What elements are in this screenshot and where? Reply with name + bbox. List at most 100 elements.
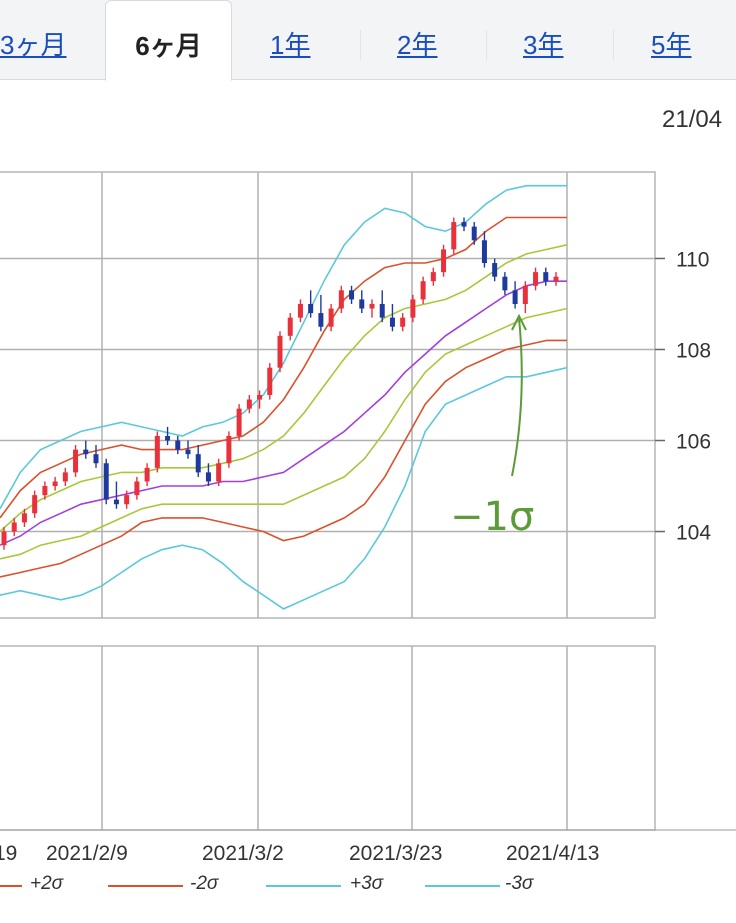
minus-2-sigma-line: [0, 339, 567, 578]
minus-1-sigma-line: [0, 307, 568, 560]
tab-6-months[interactable]: 6ヶ月: [105, 0, 232, 81]
x-tick-label: 2021/3/2: [202, 842, 284, 865]
candle-body: [543, 272, 549, 282]
candle-body: [400, 317, 406, 327]
candle-body: [451, 222, 457, 250]
legend-label: -2σ: [190, 873, 219, 894]
candle-body: [73, 449, 79, 473]
x-tick-label: 19: [0, 842, 17, 865]
candle-body: [175, 440, 181, 450]
candle-body: [420, 281, 426, 300]
chart-axes: 110 108 106 104 19 2021/2/9 2021/3/2 2021/3/23 2…: [0, 248, 736, 865]
y-tick-label: 110: [676, 248, 709, 271]
candle-body: [103, 463, 109, 500]
candle-body: [522, 285, 528, 304]
candle-body: [297, 303, 303, 318]
candle-body: [471, 226, 477, 241]
candle-body: [52, 481, 58, 487]
x-tick-label: 2021/2/9: [46, 842, 128, 865]
candle-body: [21, 513, 27, 523]
x-tick-label: 2021/3/23: [349, 842, 442, 865]
volume-panel-frame: [0, 645, 656, 831]
candlesticks: [1, 217, 559, 550]
candle-body: [338, 290, 344, 309]
tab-3-years[interactable]: 3年: [523, 30, 564, 60]
candle-body: [287, 317, 293, 336]
candle-body: [216, 463, 222, 482]
legend: +2σ -2σ +3σ -3σ: [0, 870, 736, 900]
candle-body: [165, 435, 171, 441]
candle-body: [246, 399, 252, 409]
tab-divider: [613, 30, 614, 60]
candle-body: [124, 495, 130, 505]
legend-swatch: [425, 885, 500, 887]
candle-body: [430, 272, 436, 282]
price-panel-frame: [0, 171, 656, 619]
candle-body: [328, 308, 334, 327]
candle-body: [410, 299, 416, 318]
candle-body: [533, 272, 539, 286]
x-tick-label: 2021/4/13: [506, 842, 599, 865]
plus-3-sigma-line: [0, 184, 567, 510]
tab-1-year[interactable]: 1年: [270, 30, 311, 60]
tab-divider: [360, 30, 361, 60]
candle-body: [134, 481, 140, 496]
candle-body: [481, 240, 487, 264]
y-tick-label: 106: [676, 431, 711, 454]
tab-5-years[interactable]: 5年: [651, 30, 692, 60]
plus-2-sigma-line: [0, 216, 567, 519]
tab-divider: [486, 30, 487, 60]
moving-average-line: [0, 280, 567, 546]
legend-swatch: [266, 885, 341, 887]
legend-swatch: [108, 885, 183, 887]
minus-3-sigma-line: [0, 366, 568, 610]
candle-body: [42, 486, 48, 496]
candle-body: [113, 499, 119, 505]
candle-body: [236, 408, 242, 436]
candle-body: [185, 449, 191, 455]
candle-body: [1, 531, 7, 546]
candle-body: [389, 317, 395, 327]
y-tick-label: 108: [676, 339, 711, 362]
legend-label: +3σ: [350, 873, 384, 894]
period-tab-bar: 3ヶ月 6ヶ月 1年 2年 3年 5年: [0, 0, 736, 81]
candle-body: [369, 303, 375, 309]
candle-body: [205, 472, 211, 482]
candle-body: [154, 435, 160, 468]
candle-body: [277, 335, 283, 368]
candle-body: [257, 395, 263, 400]
legend-label: -3σ: [505, 873, 534, 894]
annotation-arrow-line: [511, 317, 523, 477]
sigma-annotation: −1σ: [450, 313, 534, 540]
legend-swatch: [0, 885, 22, 887]
candle-body: [318, 313, 324, 327]
candle-body: [553, 276, 559, 282]
candle-body: [512, 290, 518, 304]
candle-body: [11, 522, 17, 532]
chart-grid: [0, 171, 656, 831]
candle-body: [195, 454, 201, 473]
candle-body: [62, 472, 68, 482]
legend-label: +2σ: [30, 873, 64, 894]
tab-2-years[interactable]: 2年: [397, 30, 438, 60]
candle-body: [492, 263, 498, 277]
candle-body: [267, 367, 273, 395]
candle-body: [349, 290, 355, 300]
candle-body: [379, 303, 385, 318]
candle-body: [308, 303, 314, 314]
date-label: 21/04: [662, 106, 723, 133]
candle-body: [359, 299, 365, 309]
y-tick-label: 104: [676, 522, 711, 545]
candle-body: [461, 222, 467, 227]
candle-body: [83, 449, 89, 455]
plus-1-sigma-line: [0, 244, 568, 533]
candle-body: [226, 435, 232, 464]
candle-body: [32, 495, 38, 514]
annotation-label: −1σ: [450, 494, 534, 540]
candle-body: [441, 249, 447, 273]
candle-body: [144, 467, 150, 482]
tab-3-months[interactable]: 3ヶ月: [0, 30, 67, 60]
candle-body: [93, 454, 99, 464]
annotation-arrow-head: [511, 313, 527, 331]
